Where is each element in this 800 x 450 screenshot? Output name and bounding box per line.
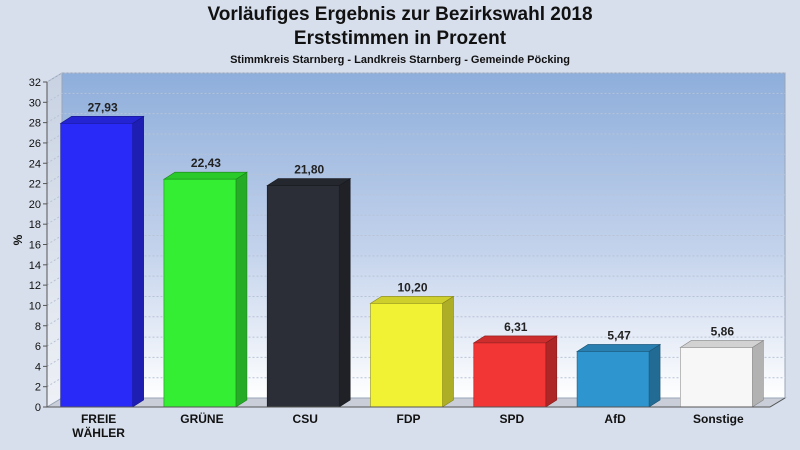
y-tick-label: 8 bbox=[35, 321, 41, 333]
gridline bbox=[46, 92, 785, 103]
x-category-label: FDP bbox=[397, 412, 421, 426]
x-category-label: SPD bbox=[499, 412, 524, 426]
bar-top bbox=[576, 344, 662, 352]
y-tick-label: 4 bbox=[35, 361, 41, 373]
bar-side bbox=[545, 335, 558, 408]
y-tick-label: 24 bbox=[29, 158, 41, 170]
bar-front bbox=[370, 303, 443, 408]
x-axis-edge bbox=[769, 397, 786, 408]
chart-subtitle: Stimmkreis Starnberg - Landkreis Starnbe… bbox=[230, 54, 570, 66]
gridline bbox=[46, 72, 785, 83]
x-category-label: FREIE WÄHLER bbox=[72, 412, 125, 440]
y-tick-label: 30 bbox=[29, 97, 41, 109]
x-category-label: Sonstige bbox=[693, 412, 744, 426]
y-tick-label: 14 bbox=[29, 260, 41, 272]
bar-side bbox=[235, 171, 248, 408]
x-axis: FREIE WÄHLER GRÜNE CSU FDP SPD AfD Sonstige bbox=[47, 397, 786, 440]
bar-front bbox=[680, 347, 753, 408]
y-tick-label: 0 bbox=[35, 402, 41, 414]
bar-side bbox=[338, 178, 351, 408]
bar-front bbox=[60, 123, 133, 408]
bar-value-label: 5,47 bbox=[607, 328, 631, 342]
bar-top bbox=[369, 296, 455, 304]
bar-afd: 5,47 bbox=[576, 328, 662, 408]
bars: 27,93 22,43 21,80 10,20 6,31 5,47 5,86 bbox=[59, 100, 765, 408]
bar-freie-wähler: 27,93 bbox=[59, 100, 145, 408]
bar-front bbox=[266, 185, 340, 408]
bar-grüne: 22,43 bbox=[162, 156, 248, 408]
bar-side bbox=[752, 339, 764, 408]
bar-side bbox=[132, 115, 144, 408]
bar-top bbox=[472, 335, 558, 344]
x-category-label: CSU bbox=[293, 412, 318, 426]
x-category-label: GRÜNE bbox=[180, 411, 223, 426]
bar-top bbox=[162, 171, 248, 180]
y-tick-label: 12 bbox=[29, 280, 41, 292]
bar-side bbox=[442, 295, 454, 408]
y-tick-label: 20 bbox=[29, 199, 41, 211]
bar-top bbox=[266, 178, 352, 186]
bar-value-label: 22,43 bbox=[191, 156, 221, 170]
bar-top bbox=[679, 340, 765, 348]
bar-front bbox=[163, 178, 237, 408]
y-tick-label: 26 bbox=[29, 138, 41, 150]
bar-value-label: 10,20 bbox=[397, 280, 427, 294]
bar-csu: 21,80 bbox=[266, 163, 352, 408]
gridline bbox=[46, 113, 785, 124]
bar-front bbox=[473, 342, 547, 408]
bar-value-label: 27,93 bbox=[88, 100, 118, 114]
chart-title-line-2: Erststimmen in Prozent bbox=[293, 28, 507, 49]
x-category-label: AfD bbox=[604, 412, 626, 426]
y-tick-label: 28 bbox=[29, 118, 41, 130]
bar-front bbox=[576, 351, 650, 408]
bar-fdp: 10,20 bbox=[369, 280, 455, 408]
y-tick-label: 18 bbox=[29, 219, 41, 231]
chart-title-line-1: Vorläufiges Ergebnis zur Bezirkswahl 201… bbox=[207, 4, 593, 25]
bar-value-label: 6,31 bbox=[504, 320, 528, 334]
bar-value-label: 5,86 bbox=[711, 324, 735, 338]
y-tick-label: 10 bbox=[29, 300, 41, 312]
bar-side bbox=[648, 343, 661, 408]
y-tick-label: 6 bbox=[35, 341, 41, 353]
y-axis-label: % bbox=[11, 234, 25, 245]
y-tick-label: 22 bbox=[29, 179, 41, 191]
y-tick-label: 16 bbox=[29, 240, 41, 252]
y-tick-label: 32 bbox=[29, 77, 41, 89]
bar-value-label: 21,80 bbox=[294, 163, 324, 177]
bar-top bbox=[59, 116, 145, 124]
bar-sonstige: 5,86 bbox=[679, 324, 765, 408]
y-tick-label: 2 bbox=[35, 382, 41, 394]
bar-spd: 6,31 bbox=[472, 320, 558, 408]
